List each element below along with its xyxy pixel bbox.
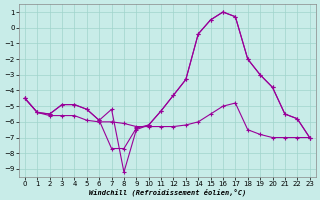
X-axis label: Windchill (Refroidissement éolien,°C): Windchill (Refroidissement éolien,°C) — [89, 188, 246, 196]
